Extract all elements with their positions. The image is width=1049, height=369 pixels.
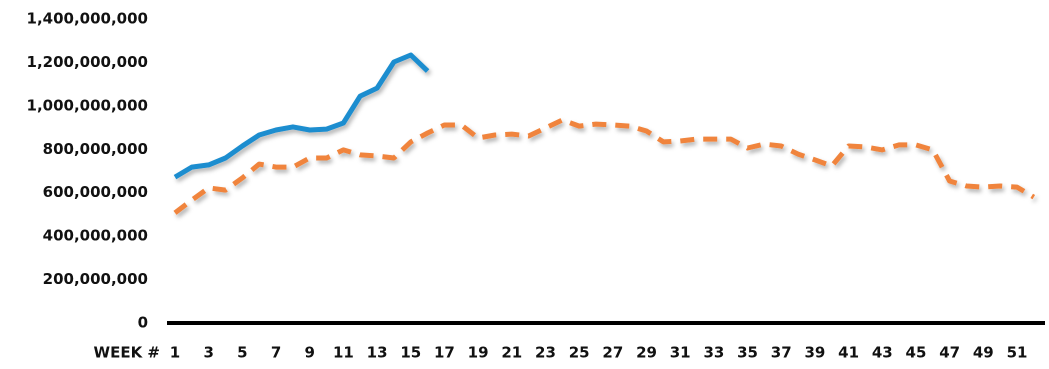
x-tick-label: 7 xyxy=(271,344,281,362)
x-tick-label: 19 xyxy=(468,344,489,362)
x-tick-label: 1 xyxy=(170,344,180,362)
x-tick-label: 31 xyxy=(670,344,691,362)
x-tick-label: 27 xyxy=(602,344,623,362)
line-series xyxy=(173,117,1036,215)
y-tick-label: 1,400,000,000 xyxy=(27,10,148,28)
x-tick-label: 35 xyxy=(737,344,758,362)
x-tick-label: 41 xyxy=(838,344,859,362)
x-tick-label: 25 xyxy=(569,344,590,362)
x-tick-label: 3 xyxy=(203,344,213,362)
x-tick-label: 47 xyxy=(939,344,960,362)
y-tick-label: 200,000,000 xyxy=(43,270,148,288)
x-tick-label: 23 xyxy=(535,344,556,362)
x-tick-label: 17 xyxy=(434,344,455,362)
x-tick-label: 21 xyxy=(501,344,522,362)
y-tick-label: 0 xyxy=(138,314,148,332)
x-tick-label: 49 xyxy=(973,344,994,362)
x-tick-label: 43 xyxy=(872,344,893,362)
x-tick-label: 33 xyxy=(703,344,724,362)
x-tick-label: 37 xyxy=(771,344,792,362)
y-tick-label: 1,000,000,000 xyxy=(27,96,148,114)
y-tick-label: 600,000,000 xyxy=(43,183,148,201)
line-series xyxy=(173,52,430,180)
y-tick-label: 1,200,000,000 xyxy=(27,53,148,71)
x-tick-label: 29 xyxy=(636,344,657,362)
x-axis-label: WEEK # xyxy=(94,344,160,362)
x-tick-label: 13 xyxy=(367,344,388,362)
x-tick-label: 51 xyxy=(1007,344,1028,362)
y-tick-label: 800,000,000 xyxy=(43,140,148,158)
x-tick-label: 5 xyxy=(237,344,247,362)
x-tick-label: 9 xyxy=(305,344,315,362)
x-tick-label: 11 xyxy=(333,344,354,362)
x-tick-label: 15 xyxy=(400,344,421,362)
x-tick-label: 45 xyxy=(906,344,927,362)
y-tick-label: 400,000,000 xyxy=(43,227,148,245)
x-tick-label: 39 xyxy=(804,344,825,362)
